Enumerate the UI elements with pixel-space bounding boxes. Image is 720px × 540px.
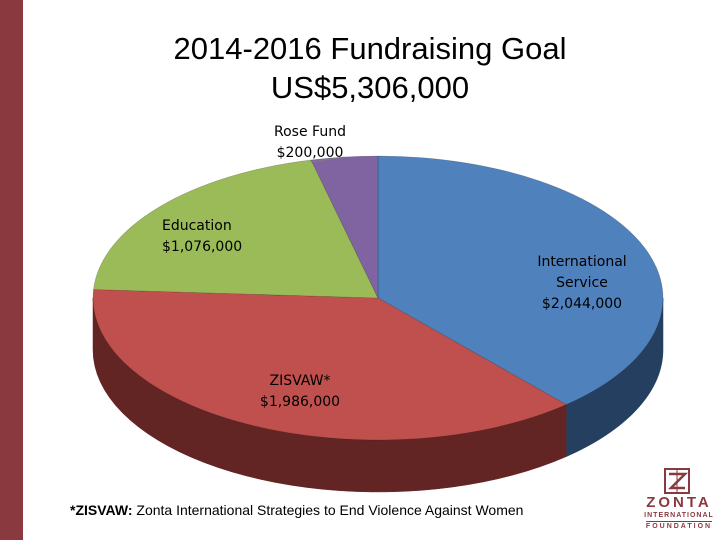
pie-slice-rose-fund — [310, 155, 379, 299]
label-education-name: Education — [162, 218, 232, 234]
pie-tops — [92, 155, 664, 441]
zonta-foundation-logo: ZONTA INTERNATIONAL FOUNDATION — [638, 466, 720, 536]
label-international-service: International Service $2,044,000 — [522, 252, 642, 315]
left-accent-bar — [0, 0, 23, 540]
label-international-amount: $2,044,000 — [541, 296, 623, 312]
label-education: Education $1,076,000 — [162, 216, 272, 258]
logo-text-zonta: ZONTA — [646, 494, 712, 511]
logo-text-international: INTERNATIONAL — [644, 512, 714, 519]
rose-fund-leader-line — [309, 156, 345, 163]
pie-slice-international-service — [377, 155, 664, 405]
logo-text-foundation: FOUNDATION — [645, 523, 713, 530]
label-zisvaw: ZISVAW* $1,986,000 — [245, 371, 355, 413]
logo-divider — [646, 521, 712, 522]
zonta-emblem-icon — [664, 468, 690, 494]
footnote-text: Zonta International Strategies to End Vi… — [132, 502, 524, 518]
footnote: *ZISVAW: Zonta International Strategies … — [70, 502, 615, 518]
pie-slice-zisvaw — [92, 289, 567, 441]
label-zisvaw-name: ZISVAW* — [269, 373, 331, 389]
label-rose-fund-amount: $200,000 — [276, 145, 344, 161]
label-zisvaw-amount: $1,986,000 — [259, 394, 341, 410]
label-rose-fund-name: Rose Fund — [274, 124, 346, 140]
chart-subtitle: US$5,306,000 — [270, 70, 470, 105]
chart-title: 2014-2016 Fundraising Goal — [173, 31, 567, 66]
label-education-amount: $1,076,000 — [162, 239, 243, 255]
pie-slice-education — [93, 159, 379, 299]
label-rose-fund: Rose Fund $200,000 — [255, 122, 365, 164]
footnote-key: *ZISVAW: — [70, 502, 133, 518]
label-international-name-2: Service — [556, 275, 608, 291]
label-international-name-1: International — [537, 254, 627, 270]
